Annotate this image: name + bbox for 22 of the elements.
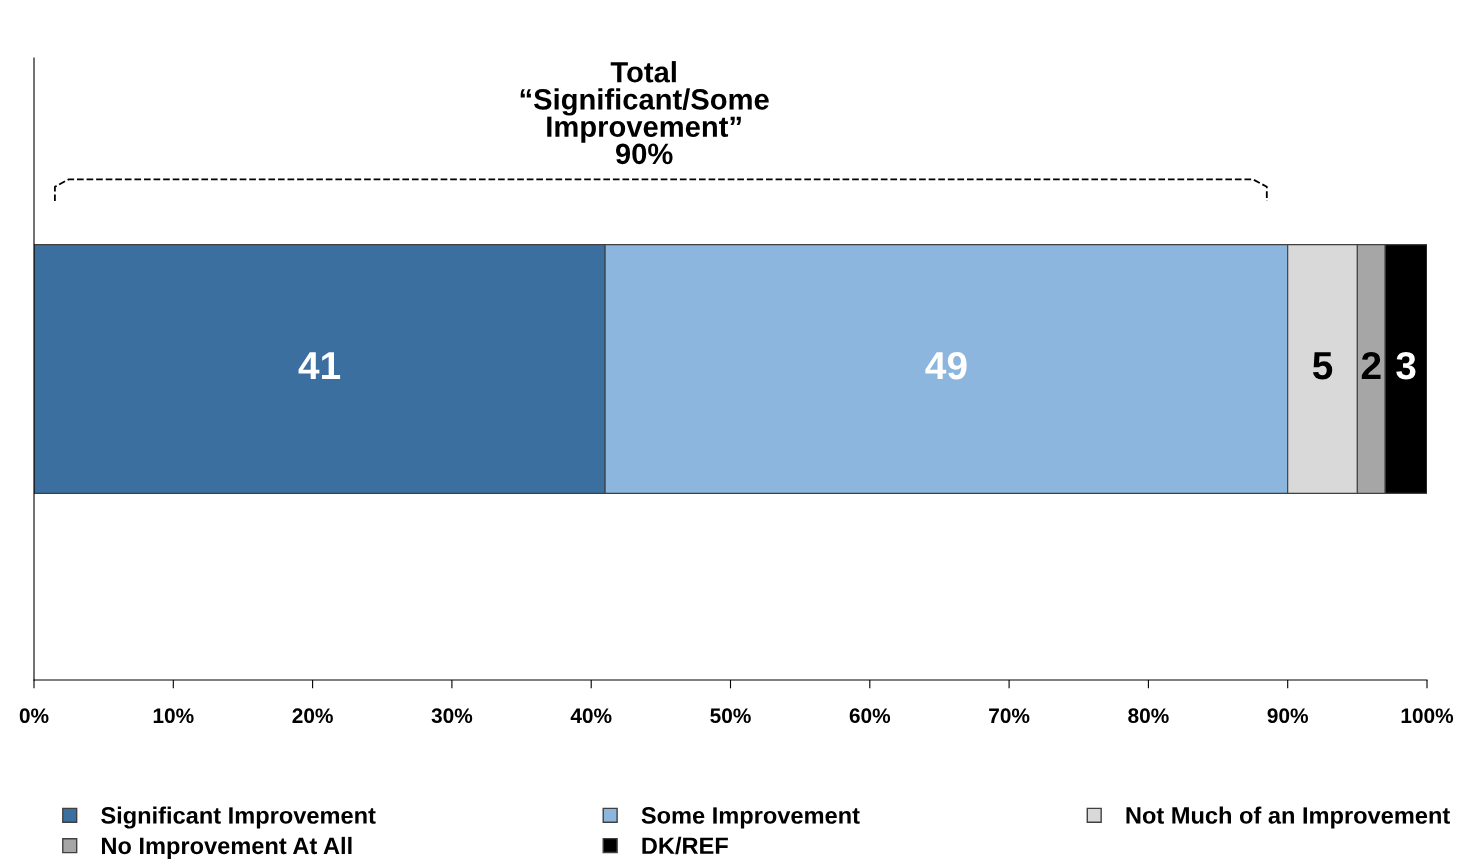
x-tick-label: 80% [1128,708,1169,724]
data-label: 5 [1312,352,1333,380]
x-tick-label: 30% [431,708,473,724]
data-label: 3 [1396,351,1416,380]
x-tick-label: 40% [570,708,612,724]
x-tick-label: 0% [19,708,49,724]
legend-label: Significant Improvement [101,806,376,829]
legend-label: Some Improvement [641,807,860,829]
text: Total “Significant/Some Improvement” 90% [520,61,769,165]
x-tick-label: 50% [710,708,751,724]
x-tick-label: 20% [292,708,333,724]
legend-label: No Improvement At All [102,836,352,859]
data-label: 49 [925,351,967,380]
data-label: 41 [298,352,341,380]
x-tick-label: 60% [849,708,891,724]
x-tick-label: 10% [153,708,194,724]
legend-label: DK/REF [642,836,728,855]
legend-label: Not Much of an Improvement [1126,806,1450,829]
data-label: 2 [1361,351,1381,380]
x-tick-label: 90% [1267,708,1308,724]
x-tick-label: 70% [989,708,1030,724]
x-tick-label: 100% [1401,708,1454,724]
